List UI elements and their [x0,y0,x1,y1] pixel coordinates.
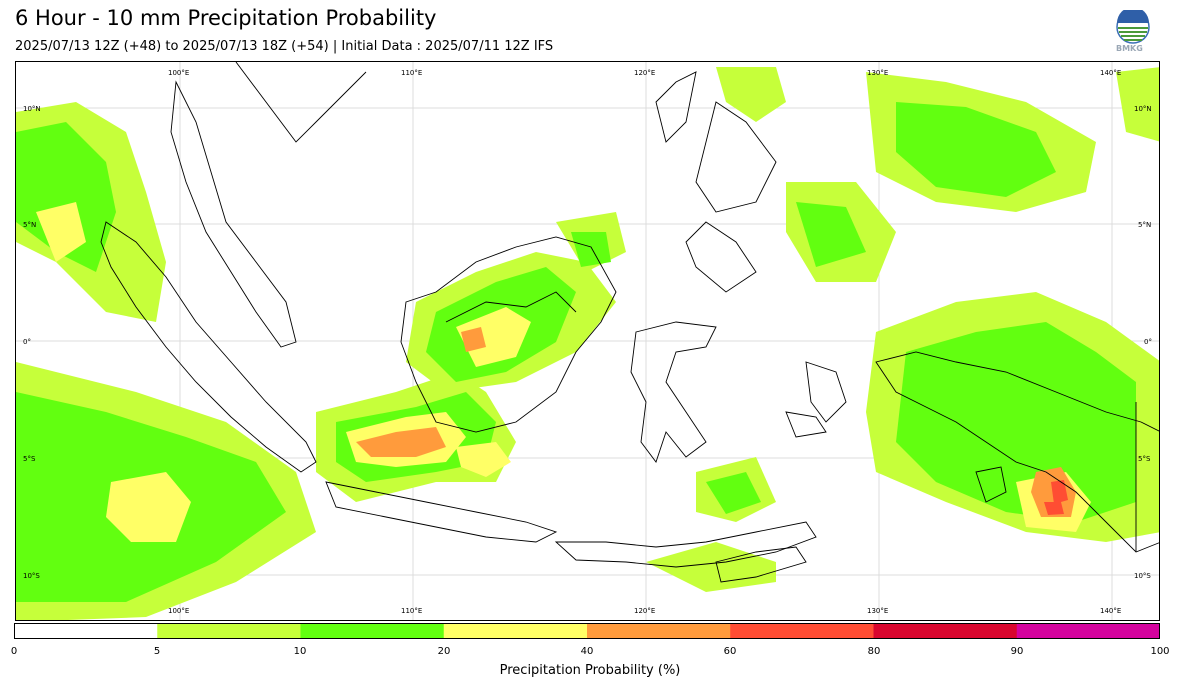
logo-text: BMKG [1116,44,1143,53]
lat-label-left: 5°S [23,455,36,463]
lon-label-bottom: 120°E [634,607,655,615]
lon-label-top: 140°E [1100,69,1121,77]
lon-label-bottom: 100°E [168,607,189,615]
lon-label-top: 120°E [634,69,655,77]
colorbar-segment [1016,623,1160,639]
coastlines [100,62,1159,583]
lon-label-top: 100°E [168,69,189,77]
colorbar-tick: 5 [153,646,161,657]
colorbar [14,623,1160,639]
colorbar-segment [730,623,874,639]
lat-label-right: 5°S [1138,455,1151,463]
colorbar-tick: 20 [437,646,451,657]
lat-label-left: 10°N [23,105,41,113]
colorbar-segment [300,623,445,639]
lon-label-bottom: 110°E [401,607,422,615]
colorbar-tick: 100 [1150,646,1170,657]
lon-label-bottom: 140°E [1100,607,1121,615]
lat-label-right: 0° [1144,338,1152,346]
lat-label-right: 5°N [1138,221,1151,229]
lon-label-bottom: 130°E [867,607,888,615]
colorbar-tick: 60 [723,646,737,657]
colorbar-tick: 80 [867,646,881,657]
lat-label-left: 5°N [23,221,36,229]
colorbar-segment [157,623,301,639]
colorbar-segment [443,623,588,639]
colorbar-label: Precipitation Probability (%) [499,663,681,678]
colorbar-tick: 10 [293,646,307,657]
map-title: 6 Hour - 10 mm Precipitation Probability [15,6,437,30]
colorbar-tick: 90 [1010,646,1024,657]
bmkg-logo-icon [1112,7,1154,56]
lat-label-right: 10°N [1134,105,1152,113]
colorbar-tick: 0 [10,646,18,657]
lon-label-top: 130°E [867,69,888,77]
lat-label-right: 10°S [1134,572,1151,580]
colorbar-segment [587,623,731,639]
map-subtitle: 2025/07/13 12Z (+48) to 2025/07/13 18Z (… [15,39,554,54]
lat-label-left: 0° [23,338,31,346]
colorbar-tick: 40 [580,646,594,657]
lon-label-top: 110°E [401,69,422,77]
lat-label-left: 10°S [23,572,40,580]
colorbar-segment [873,623,1018,639]
colorbar-segment [14,623,158,639]
probability-60-80-areas [1044,480,1068,515]
precipitation-map: 100°E 110°E 120°E 130°E 140°E 100°E 110°… [15,61,1160,621]
